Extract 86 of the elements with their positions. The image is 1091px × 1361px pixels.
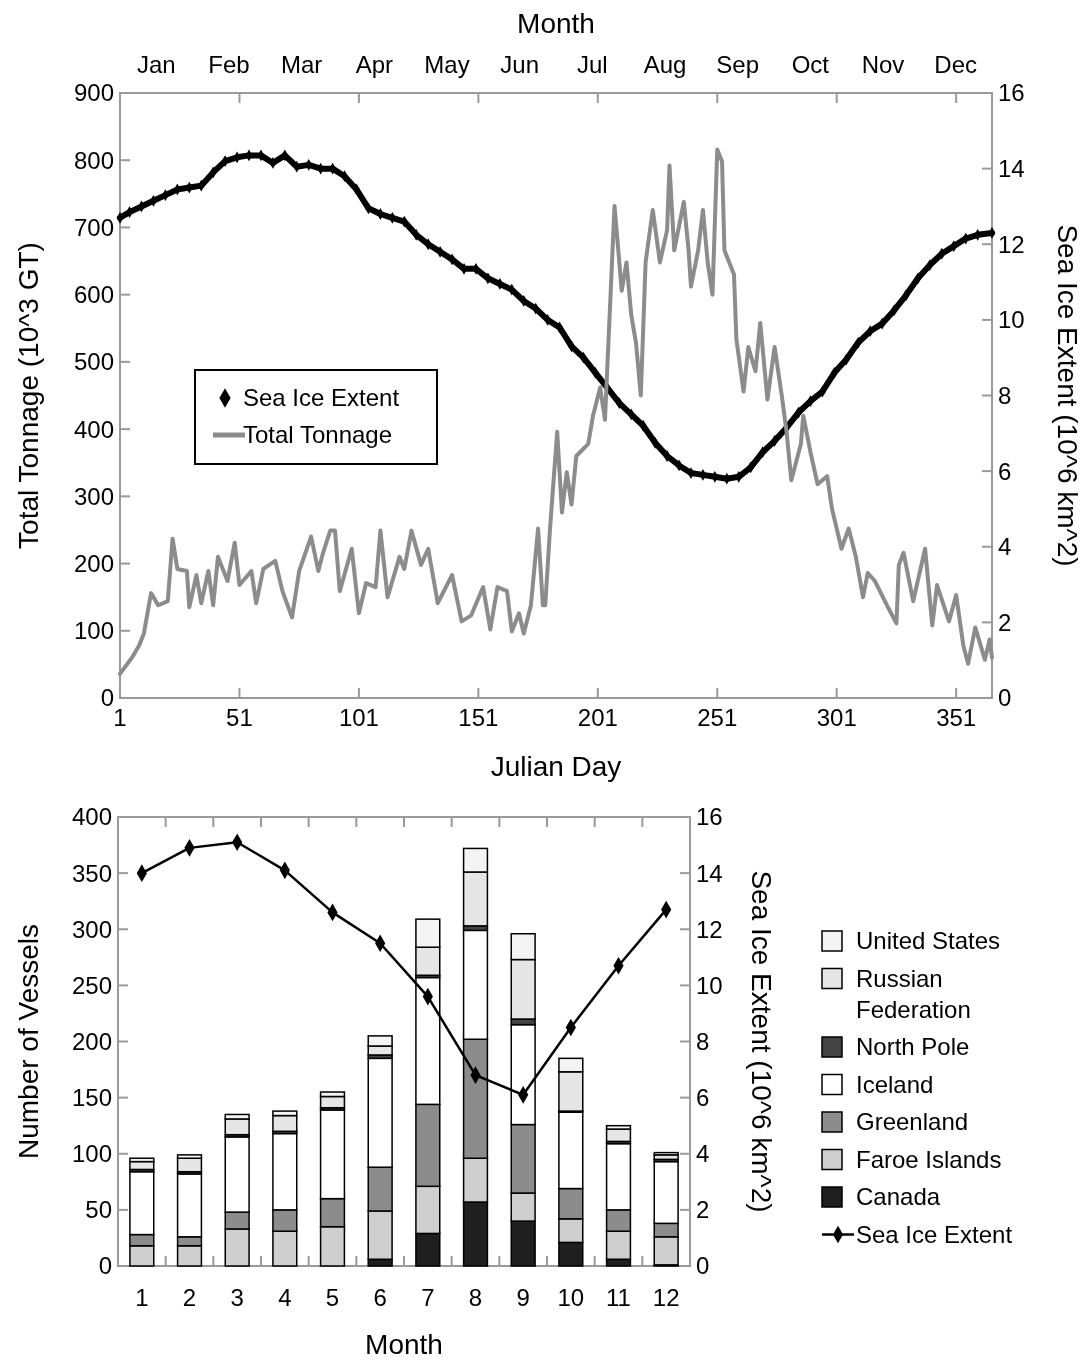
x-tick-label: 6	[373, 1284, 387, 1311]
y-tick-label: 300	[73, 482, 114, 510]
y-tick-label: 250	[71, 971, 112, 999]
y2-tick-label: 0	[998, 684, 1012, 712]
text: Apr	[355, 51, 394, 78]
legend-label: Iceland	[856, 1070, 934, 1098]
y2-tick-label: 8	[696, 1027, 710, 1055]
x-tick-label: 4	[278, 1284, 292, 1311]
y-tick-label: 50	[85, 1196, 112, 1224]
y2-tick-label: 2	[696, 1196, 710, 1224]
text: Jun	[500, 51, 540, 78]
x-tick-label: 7	[421, 1284, 435, 1311]
y2-tick-label: 0	[696, 1252, 710, 1280]
x-axis-title: Month	[365, 1329, 443, 1360]
x2-axis-title: Month	[517, 8, 595, 39]
y2-tick-label: 6	[696, 1084, 710, 1112]
y2-axis-title: Sea Ice Extent (10^6 km^2)	[746, 870, 778, 1213]
legend-label: Total Tonnage	[243, 421, 393, 449]
y-tick-label: 300	[71, 915, 112, 943]
y2-tick-label: 8	[998, 381, 1012, 409]
y-tick-label: 0	[98, 1252, 112, 1280]
x-tick-label: 11	[606, 1284, 631, 1311]
x-tick-label: 10	[557, 1284, 585, 1311]
x-tick-label: 8	[468, 1284, 483, 1311]
x-tick-label: 5	[325, 1284, 340, 1311]
y-tick-label: 500	[73, 348, 114, 376]
x-tick-label: 9	[516, 1284, 530, 1311]
x-tick-label: 1	[113, 704, 127, 731]
y-tick-label: 400	[73, 415, 114, 443]
text: Oct	[791, 51, 830, 78]
y-tick-label: 700	[73, 213, 114, 241]
x-tick-label: 12	[652, 1284, 680, 1311]
x-tick-label: 2	[182, 1284, 197, 1311]
y2-tick-label: 4	[998, 533, 1012, 561]
legend-label: Russian Federation	[856, 964, 971, 1023]
x-axis-title: Julian Day	[490, 751, 622, 782]
y2-tick-label: 10	[998, 306, 1025, 334]
text: Aug	[643, 51, 687, 78]
y-tick-label: 0	[100, 684, 114, 712]
text: Nov	[861, 51, 905, 78]
x-tick-label: 3	[230, 1284, 244, 1311]
x-tick-label: 351	[936, 704, 977, 731]
x-tick-label: 151	[458, 704, 499, 731]
x-tick-label: 301	[816, 704, 857, 731]
y2-tick-label: 6	[998, 457, 1012, 485]
y-tick-label: 600	[73, 281, 114, 309]
legend-label: Canada	[856, 1183, 941, 1211]
y2-tick-label: 12	[998, 230, 1025, 258]
y2-axis-title: Sea Ice Extent (10^6 km^2)	[1052, 224, 1084, 567]
y2-tick-label: 10	[696, 971, 723, 999]
y-tick-label: 100	[73, 617, 114, 645]
x-tick-label: 1	[135, 1284, 149, 1311]
y-tick-label: 800	[73, 146, 114, 174]
y-tick-label: 900	[73, 79, 114, 107]
y-tick-label: 150	[71, 1084, 112, 1112]
y-axis-title: Number of Vessels	[12, 924, 44, 1159]
y-tick-label: 350	[71, 859, 112, 887]
text: Mar	[280, 51, 323, 78]
y-tick-label: 200	[73, 549, 114, 577]
x-tick-label: 101	[338, 704, 379, 731]
text: Jan	[136, 51, 176, 78]
text: May	[424, 51, 470, 78]
y-tick-label: 400	[71, 803, 112, 831]
text: Dec	[934, 51, 978, 78]
y2-tick-label: 12	[696, 915, 723, 943]
x-tick-label: 51	[226, 704, 253, 731]
text: Feb	[208, 51, 250, 78]
x-tick-label: 251	[697, 704, 738, 731]
legend-label: Faroe Islands	[856, 1145, 1002, 1173]
text: Jul	[576, 51, 608, 78]
y2-tick-label: 16	[998, 79, 1025, 107]
y-axis-title: Total Tonnage (10^3 GT)	[12, 242, 44, 549]
legend-label: North Pole	[856, 1033, 970, 1061]
y2-tick-label: 14	[998, 155, 1025, 183]
y2-tick-label: 14	[696, 859, 723, 887]
y2-tick-label: 2	[998, 608, 1012, 636]
x-tick-label: 201	[577, 704, 618, 731]
y-tick-label: 200	[71, 1027, 112, 1055]
y2-tick-label: 4	[696, 1140, 710, 1168]
legend-label: Sea Ice Extent	[243, 384, 400, 412]
legend-label: Greenland	[856, 1108, 969, 1136]
y2-tick-label: 16	[696, 803, 723, 831]
legend-label: United States	[856, 927, 1001, 955]
y-tick-label: 100	[71, 1140, 112, 1168]
legend-label: Sea Ice Extent	[856, 1220, 1013, 1248]
text: Sep	[716, 51, 760, 78]
